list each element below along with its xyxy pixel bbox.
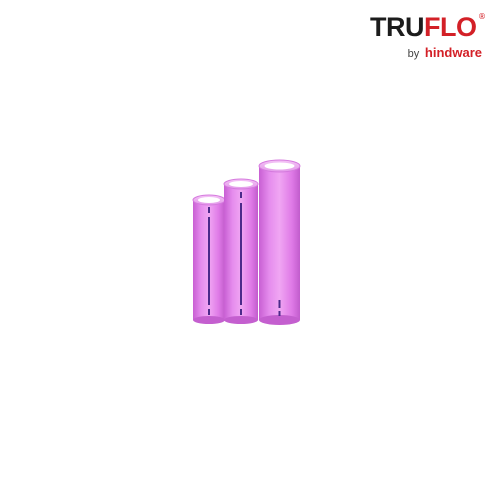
brand-tagline-by: by <box>407 48 420 60</box>
pipe-large-body <box>259 166 300 320</box>
pipe-small-opening <box>198 197 220 203</box>
pipe-medium <box>223 178 259 324</box>
brand-tagline: by hindware <box>408 45 482 62</box>
pipe-small <box>192 194 226 324</box>
brand-wordmark-flo: FLO <box>424 12 477 42</box>
registered-mark: ® <box>478 12 486 21</box>
brand-logo: TRUFLO ® by hindware <box>370 12 488 62</box>
pipe-small-bottom <box>193 316 225 324</box>
brand-wordmark: TRUFLO <box>370 12 477 42</box>
pipe-large <box>258 159 301 325</box>
pipe-medium-opening <box>229 181 253 187</box>
pipe-large-bottom <box>259 315 300 325</box>
pipe-medium-bottom <box>224 316 258 324</box>
pipe-large-opening <box>264 162 295 170</box>
brand-tagline-parent: hindware <box>424 45 482 60</box>
brand-wordmark-tru: TRU <box>370 12 425 42</box>
